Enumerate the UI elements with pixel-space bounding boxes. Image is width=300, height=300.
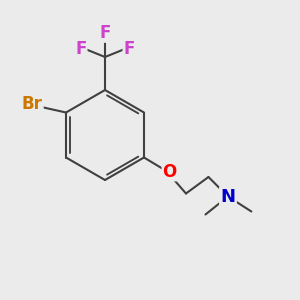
- Text: F: F: [75, 40, 87, 58]
- Text: F: F: [123, 40, 135, 58]
- Text: F: F: [99, 24, 111, 42]
- Text: Br: Br: [22, 95, 43, 113]
- Text: N: N: [220, 188, 236, 206]
- Text: O: O: [162, 163, 177, 181]
